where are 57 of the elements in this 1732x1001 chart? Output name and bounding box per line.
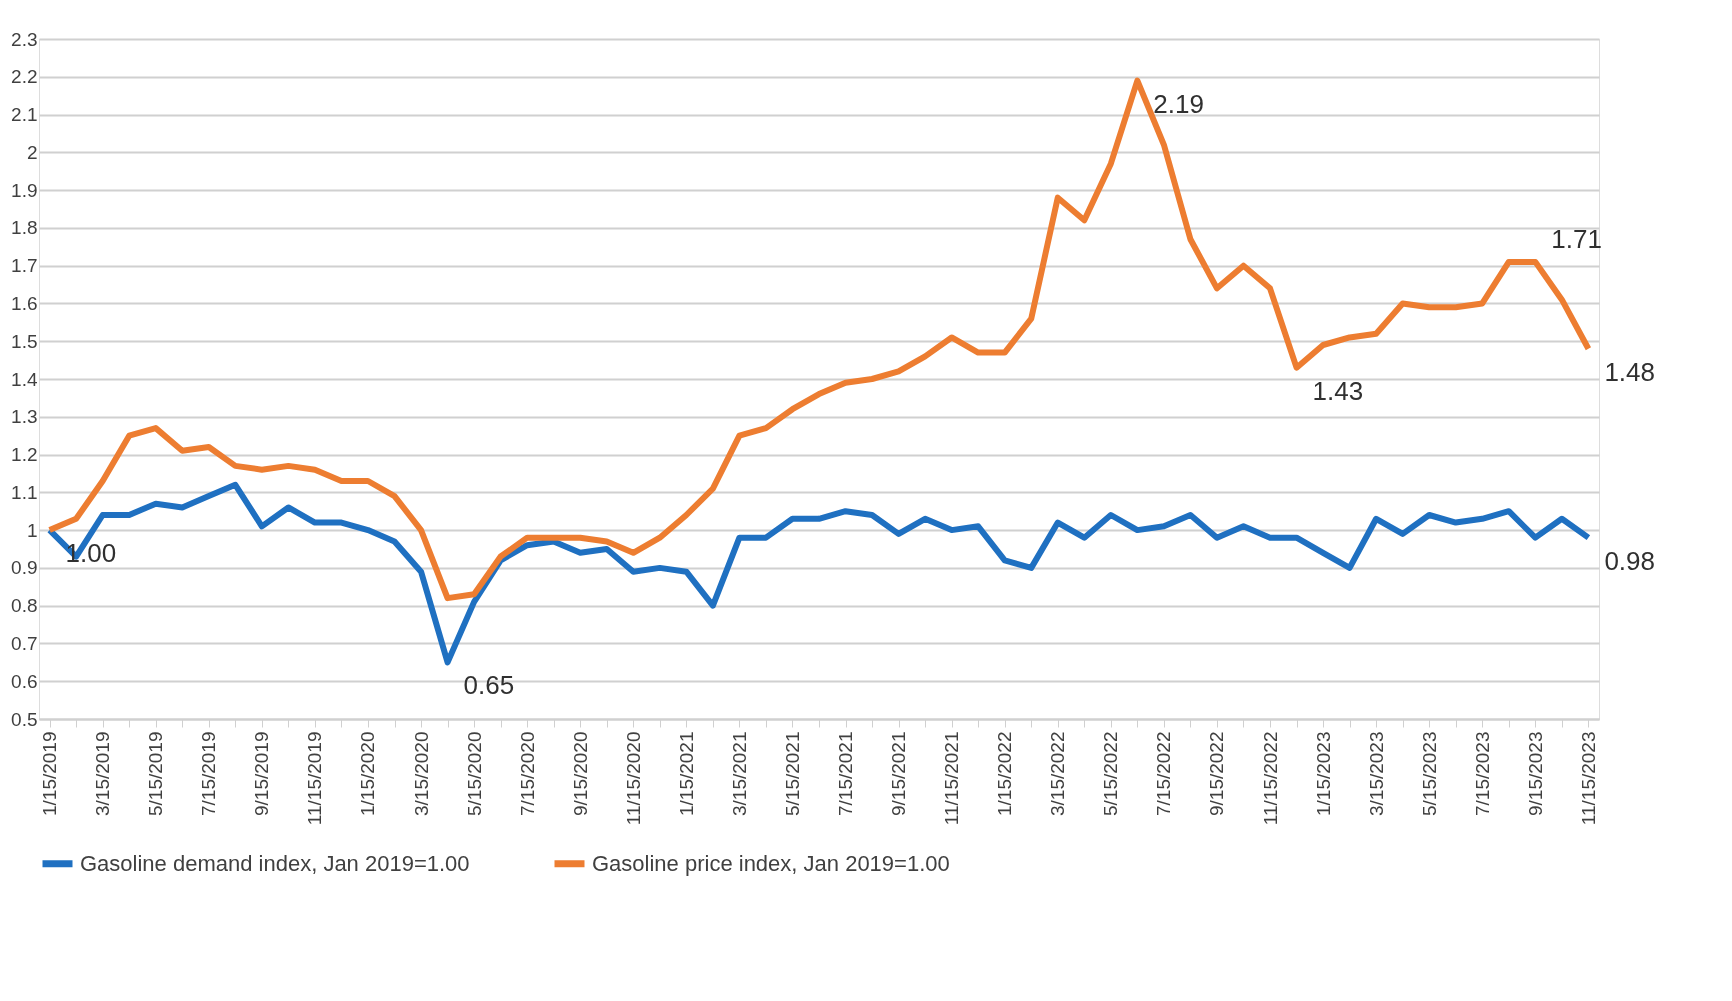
x-tick-label: 1/15/2020: [357, 731, 379, 817]
legend-label: Gasoline price index, Jan 2019=1.00: [592, 850, 950, 876]
x-tick-label: 11/15/2019: [304, 731, 326, 826]
x-tick-label: 7/15/2022: [1153, 731, 1175, 817]
y-tick-label: 1.5: [11, 330, 38, 352]
y-tick-label: 1.3: [11, 406, 38, 428]
y-tick-label: 1.6: [11, 292, 38, 314]
legend-label: Gasoline demand index, Jan 2019=1.00: [80, 850, 470, 876]
y-tick-label: 1.4: [11, 368, 38, 390]
y-tick-label: 0.5: [11, 708, 38, 730]
y-tick-label: 2.3: [11, 28, 38, 50]
y-tick-label: 1.1: [11, 481, 38, 503]
x-tick-label: 9/15/2019: [251, 731, 273, 817]
x-tick-label: 3/15/2021: [728, 731, 750, 817]
x-tick-label: 7/15/2019: [198, 731, 220, 817]
x-tick-label: 9/15/2020: [569, 731, 591, 817]
y-tick-label: 2: [26, 141, 38, 163]
x-tick-label: 5/15/2020: [463, 731, 485, 817]
y-tick-label: 1: [26, 519, 38, 541]
y-tick-label: 1.9: [11, 179, 38, 201]
y-tick-label: 2.2: [11, 66, 38, 88]
x-tick-label: 5/15/2021: [781, 731, 803, 817]
x-tick-label: 5/15/2022: [1100, 731, 1122, 817]
data-label: 0.98: [1604, 545, 1655, 576]
x-tick-label: 1/15/2021: [675, 731, 697, 817]
x-tick-label: 11/15/2022: [1259, 731, 1281, 826]
x-tick-label: 7/15/2021: [835, 731, 857, 817]
data-label: 2.19: [1153, 88, 1204, 119]
x-tick-label: 9/15/2021: [888, 731, 910, 817]
y-tick-label: 1.7: [11, 255, 38, 277]
x-tick-label: 3/15/2019: [92, 731, 114, 817]
x-tick-label: 11/15/2021: [941, 731, 963, 826]
data-label: 0.65: [463, 670, 515, 701]
data-label: 1.43: [1312, 375, 1364, 406]
x-tick-label: 5/15/2023: [1418, 731, 1440, 817]
x-tick-label: 9/15/2022: [1206, 731, 1228, 817]
x-tick-label: 7/15/2023: [1471, 731, 1493, 817]
y-tick-label: 0.9: [11, 557, 38, 579]
x-tick-label: 7/15/2020: [516, 731, 538, 817]
x-tick-label: 11/15/2023: [1577, 731, 1599, 826]
x-tick-label: 3/15/2022: [1047, 731, 1069, 817]
x-tick-label: 1/15/2019: [39, 731, 61, 817]
y-tick-label: 0.8: [11, 595, 38, 617]
data-label: 1.48: [1604, 356, 1655, 387]
y-tick-label: 1.8: [11, 217, 38, 239]
x-tick-label: 3/15/2020: [410, 731, 432, 817]
x-tick-label: 1/15/2023: [1312, 731, 1334, 817]
x-tick-label: 1/15/2022: [994, 731, 1016, 817]
y-tick-label: 0.6: [11, 670, 38, 692]
data-label: 1.71: [1551, 223, 1602, 254]
y-tick-label: 1.2: [11, 444, 38, 466]
y-tick-label: 2.1: [11, 104, 38, 126]
x-tick-label: 5/15/2019: [145, 731, 167, 817]
x-tick-label: 9/15/2023: [1524, 731, 1546, 817]
y-tick-label: 0.7: [11, 632, 38, 654]
x-tick-label: 3/15/2023: [1365, 731, 1387, 817]
x-tick-label: 11/15/2020: [622, 731, 644, 826]
